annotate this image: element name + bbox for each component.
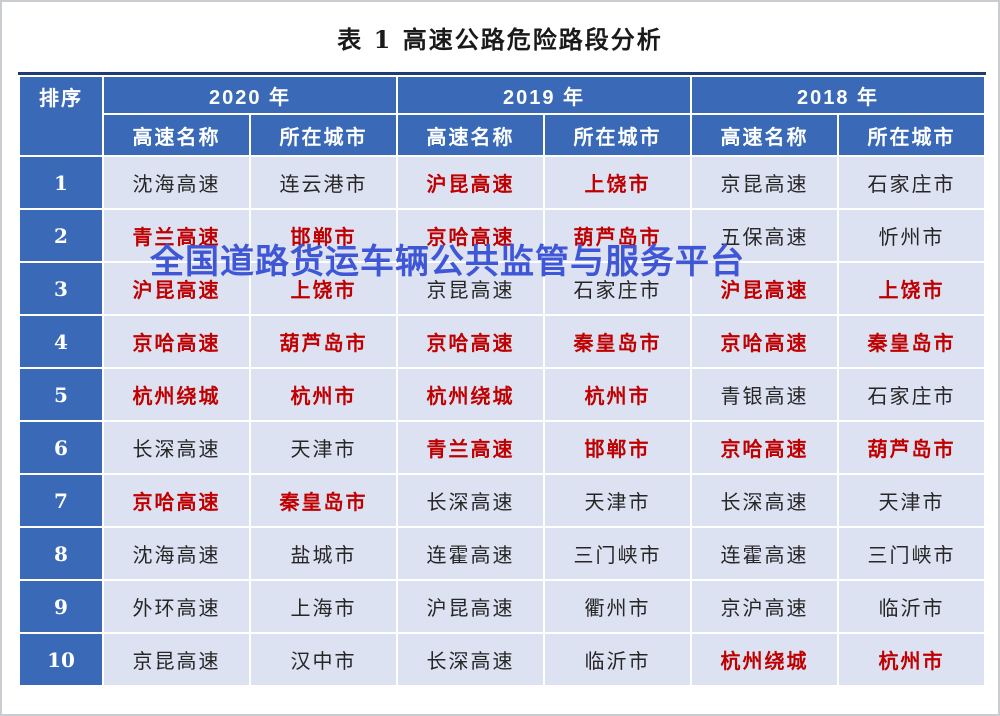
city-cell: 石家庄市 [545, 263, 690, 314]
city-cell: 葫芦岛市 [839, 422, 984, 473]
city-cell: 汉中市 [251, 634, 396, 685]
subheader-highway-2019: 高速名称 [398, 115, 543, 155]
rank-cell: 9 [20, 581, 102, 632]
highway-cell: 京昆高速 [692, 157, 837, 208]
rank-cell: 1 [20, 157, 102, 208]
city-cell: 秦皇岛市 [545, 316, 690, 367]
city-cell: 上饶市 [545, 157, 690, 208]
rank-cell: 7 [20, 475, 102, 526]
table-title: 表 1 高速公路危险路段分析 [337, 25, 663, 54]
highway-cell: 沪昆高速 [398, 157, 543, 208]
table-row: 10 京昆高速 汉中市 长深高速 临沂市 杭州绕城 杭州市 [20, 634, 984, 685]
table-row: 9 外环高速 上海市 沪昆高速 衢州市 京沪高速 临沂市 [20, 581, 984, 632]
highway-cell: 杭州绕城 [692, 634, 837, 685]
highway-cell: 长深高速 [692, 475, 837, 526]
city-cell: 上饶市 [839, 263, 984, 314]
table-row: 6 长深高速 天津市 青兰高速 邯郸市 京哈高速 葫芦岛市 [20, 422, 984, 473]
city-cell: 衢州市 [545, 581, 690, 632]
city-cell: 临沂市 [839, 581, 984, 632]
rank-cell: 8 [20, 528, 102, 579]
table-row: 4 京哈高速 葫芦岛市 京哈高速 秦皇岛市 京哈高速 秦皇岛市 [20, 316, 984, 367]
rank-cell: 5 [20, 369, 102, 420]
table-row: 7 京哈高速 秦皇岛市 长深高速 天津市 长深高速 天津市 [20, 475, 984, 526]
highway-cell: 沈海高速 [104, 528, 249, 579]
table-row: 8 沈海高速 盐城市 连霍高速 三门峡市 连霍高速 三门峡市 [20, 528, 984, 579]
city-cell: 天津市 [839, 475, 984, 526]
highway-cell: 京哈高速 [398, 316, 543, 367]
city-cell: 石家庄市 [839, 369, 984, 420]
highway-cell: 沈海高速 [104, 157, 249, 208]
table-row: 1 沈海高速 连云港市 沪昆高速 上饶市 京昆高速 石家庄市 [20, 157, 984, 208]
city-cell: 忻州市 [839, 210, 984, 261]
subheader-highway-2018: 高速名称 [692, 115, 837, 155]
subheader-city-2019: 所在城市 [545, 115, 690, 155]
table-row: 2 青兰高速 邯郸市 京哈高速 葫芦岛市 五保高速 忻州市 [20, 210, 984, 261]
city-cell: 秦皇岛市 [839, 316, 984, 367]
city-cell: 上海市 [251, 581, 396, 632]
city-cell: 天津市 [545, 475, 690, 526]
highway-cell: 京昆高速 [398, 263, 543, 314]
table-row: 5 杭州绕城 杭州市 杭州绕城 杭州市 青银高速 石家庄市 [20, 369, 984, 420]
rank-cell: 4 [20, 316, 102, 367]
city-cell: 三门峡市 [839, 528, 984, 579]
city-cell: 杭州市 [839, 634, 984, 685]
rank-cell: 2 [20, 210, 102, 261]
highway-cell: 连霍高速 [692, 528, 837, 579]
subheader-city-2020: 所在城市 [251, 115, 396, 155]
highway-cell: 外环高速 [104, 581, 249, 632]
highway-cell: 长深高速 [398, 634, 543, 685]
highway-cell: 京哈高速 [104, 475, 249, 526]
highway-cell: 沪昆高速 [398, 581, 543, 632]
highway-cell: 沪昆高速 [104, 263, 249, 314]
city-cell: 天津市 [251, 422, 396, 473]
rank-header-cell: 排序 [20, 77, 102, 155]
city-cell: 葫芦岛市 [545, 210, 690, 261]
city-cell: 三门峡市 [545, 528, 690, 579]
highway-cell: 五保高速 [692, 210, 837, 261]
highway-cell: 长深高速 [398, 475, 543, 526]
city-cell: 秦皇岛市 [251, 475, 396, 526]
highway-cell: 京哈高速 [104, 316, 249, 367]
city-cell: 盐城市 [251, 528, 396, 579]
highway-cell: 长深高速 [104, 422, 249, 473]
rank-cell: 3 [20, 263, 102, 314]
table-row: 3 沪昆高速 上饶市 京昆高速 石家庄市 沪昆高速 上饶市 [20, 263, 984, 314]
highway-cell: 沪昆高速 [692, 263, 837, 314]
analysis-table: 排序 2020 年 2019 年 2018 年 高速名称 所在城市 高速名称 所… [18, 72, 986, 687]
highway-cell: 杭州绕城 [398, 369, 543, 420]
highway-cell: 京哈高速 [692, 316, 837, 367]
highway-cell: 青兰高速 [398, 422, 543, 473]
city-cell: 上饶市 [251, 263, 396, 314]
highway-cell: 青银高速 [692, 369, 837, 420]
city-cell: 临沂市 [545, 634, 690, 685]
city-cell: 连云港市 [251, 157, 396, 208]
subheader-highway-2020: 高速名称 [104, 115, 249, 155]
highway-cell: 青兰高速 [104, 210, 249, 261]
highway-cell: 京昆高速 [104, 634, 249, 685]
subheader-city-2018: 所在城市 [839, 115, 984, 155]
city-cell: 杭州市 [251, 369, 396, 420]
city-cell: 杭州市 [545, 369, 690, 420]
city-cell: 石家庄市 [839, 157, 984, 208]
highway-cell: 京哈高速 [398, 210, 543, 261]
table-body: 1 沈海高速 连云港市 沪昆高速 上饶市 京昆高速 石家庄市 2 青兰高速 邯郸市 京哈高速 葫芦岛市… [20, 157, 984, 685]
city-cell: 葫芦岛市 [251, 316, 396, 367]
rank-cell: 6 [20, 422, 102, 473]
rank-cell: 10 [20, 634, 102, 685]
year-2020-header: 2020 年 [104, 77, 396, 113]
sub-header-row: 高速名称 所在城市 高速名称 所在城市 高速名称 所在城市 [20, 115, 984, 155]
year-header-row: 排序 2020 年 2019 年 2018 年 [20, 77, 984, 155]
year-2018-header: 2018 年 [692, 77, 984, 113]
highway-cell: 京沪高速 [692, 581, 837, 632]
highway-cell: 杭州绕城 [104, 369, 249, 420]
table-header: 排序 2020 年 2019 年 2018 年 高速名称 所在城市 高速名称 所… [20, 77, 984, 155]
city-cell: 邯郸市 [545, 422, 690, 473]
year-2019-header: 2019 年 [398, 77, 690, 113]
highway-cell: 连霍高速 [398, 528, 543, 579]
highway-cell: 京哈高速 [692, 422, 837, 473]
city-cell: 邯郸市 [251, 210, 396, 261]
